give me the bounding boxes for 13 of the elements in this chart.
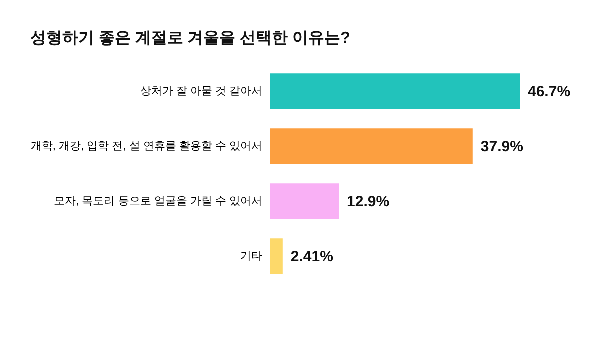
bar bbox=[270, 238, 283, 274]
data-label: 2.41% bbox=[290, 248, 334, 266]
bar bbox=[270, 74, 520, 110]
bar bbox=[270, 128, 473, 164]
data-label: 37.9% bbox=[480, 138, 524, 156]
data-label: 12.9% bbox=[347, 194, 390, 210]
y-tick-label: 개학, 개강, 입학 전, 설 연휴를 활용할 수 있어서 bbox=[30, 140, 262, 152]
chart-title: 성형하기 좋은 계절로 겨울을 선택한 이유는? bbox=[30, 30, 350, 47]
y-tick-label: 모자, 목도리 등으로 얼굴을 가릴 수 있어서 bbox=[54, 196, 262, 208]
bar bbox=[270, 184, 340, 220]
data-label: 46.7% bbox=[528, 84, 571, 100]
y-tick-label: 상처가 잘 아물 것 같아서 bbox=[140, 86, 262, 98]
y-tick-label: 기타 bbox=[240, 250, 262, 262]
